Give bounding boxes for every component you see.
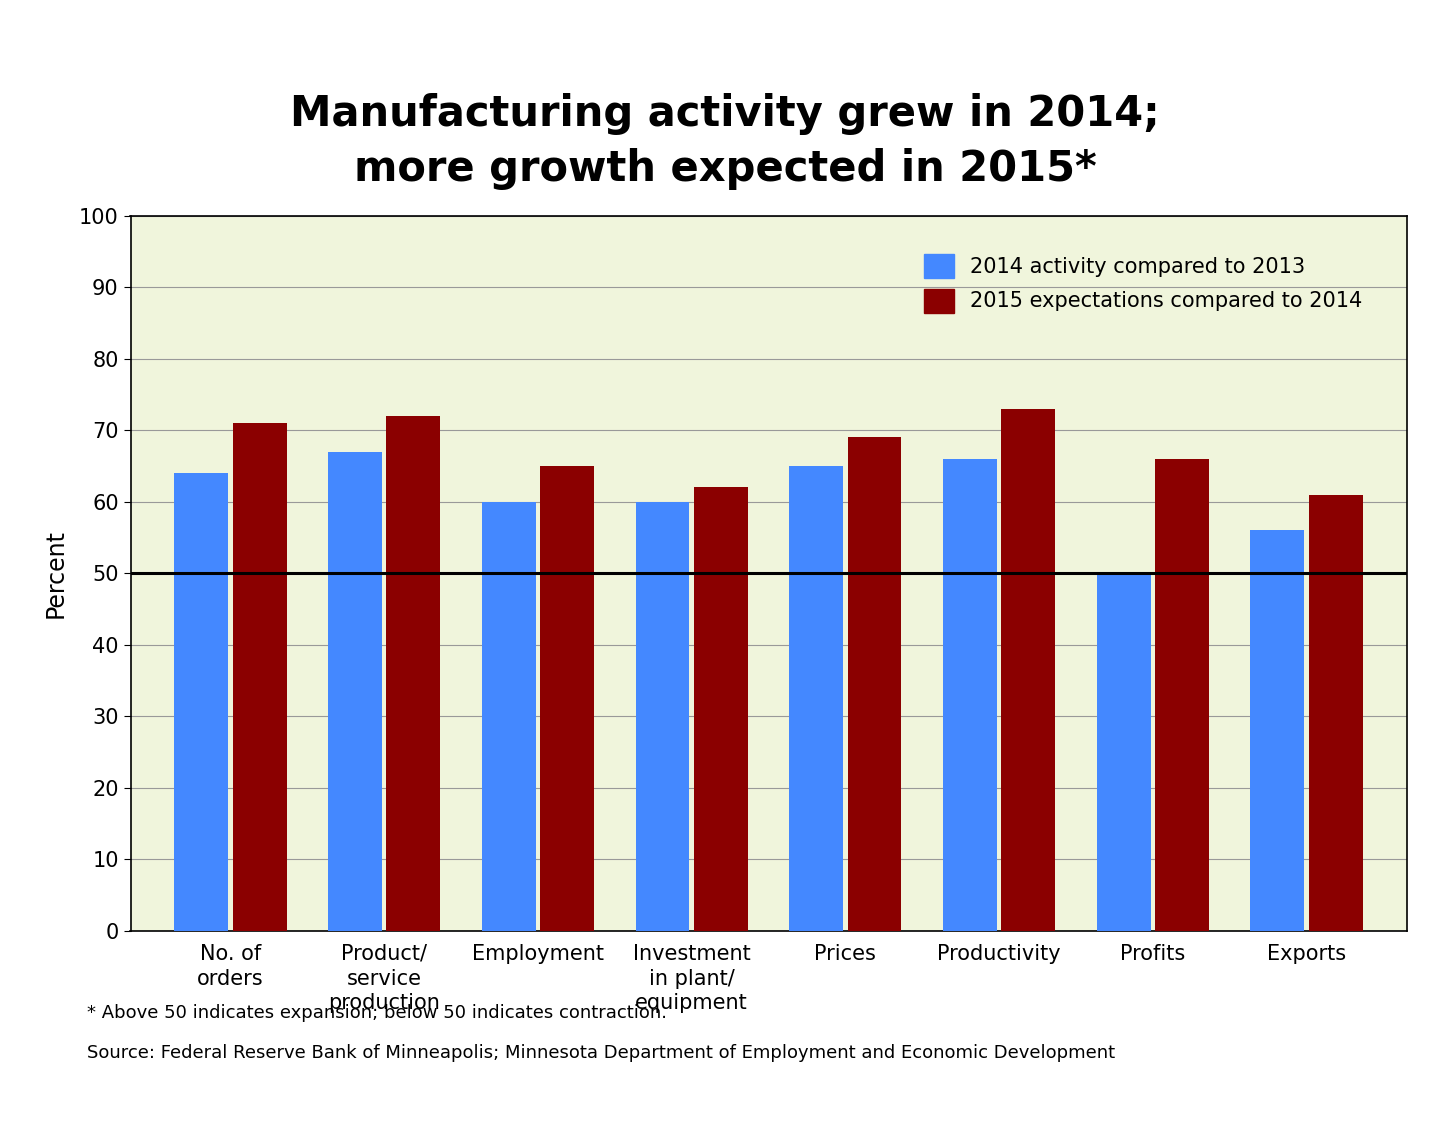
Bar bbox=[1096, 573, 1150, 931]
Bar bbox=[695, 487, 748, 931]
Text: * Above 50 indicates expansion; below 50 indicates contraction.: * Above 50 indicates expansion; below 50… bbox=[87, 1004, 667, 1023]
Bar bbox=[174, 473, 228, 931]
Bar bbox=[387, 415, 441, 931]
Bar bbox=[942, 459, 996, 931]
Bar bbox=[1156, 459, 1209, 931]
Text: Source: Federal Reserve Bank of Minneapolis; Minnesota Department of Employment : Source: Federal Reserve Bank of Minneapo… bbox=[87, 1044, 1115, 1062]
Bar bbox=[541, 465, 594, 931]
Bar bbox=[481, 502, 535, 931]
Bar bbox=[328, 452, 381, 931]
Y-axis label: Percent: Percent bbox=[44, 529, 68, 617]
Bar bbox=[789, 465, 842, 931]
Bar bbox=[1250, 530, 1304, 931]
Bar bbox=[1309, 495, 1363, 931]
Bar bbox=[848, 437, 902, 931]
Bar bbox=[233, 423, 287, 931]
Bar bbox=[635, 502, 689, 931]
Legend: 2014 activity compared to 2013, 2015 expectations compared to 2014: 2014 activity compared to 2013, 2015 exp… bbox=[903, 233, 1383, 334]
Text: Manufacturing activity grew in 2014;
more growth expected in 2015*: Manufacturing activity grew in 2014; mor… bbox=[290, 93, 1160, 191]
Bar bbox=[1002, 409, 1056, 931]
